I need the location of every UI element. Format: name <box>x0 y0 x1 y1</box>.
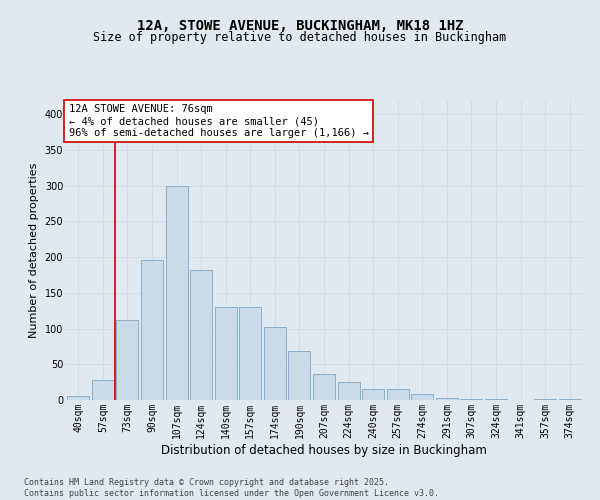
Bar <box>264 327 286 400</box>
Bar <box>313 374 335 400</box>
Bar <box>190 270 212 400</box>
Bar <box>116 320 139 400</box>
Bar <box>239 307 262 400</box>
Text: Contains HM Land Registry data © Crown copyright and database right 2025.
Contai: Contains HM Land Registry data © Crown c… <box>24 478 439 498</box>
Bar <box>166 186 188 400</box>
Text: 12A STOWE AVENUE: 76sqm
← 4% of detached houses are smaller (45)
96% of semi-det: 12A STOWE AVENUE: 76sqm ← 4% of detached… <box>68 104 368 138</box>
Bar <box>215 307 237 400</box>
Bar <box>411 394 433 400</box>
X-axis label: Distribution of detached houses by size in Buckingham: Distribution of detached houses by size … <box>161 444 487 456</box>
Bar <box>338 382 359 400</box>
Y-axis label: Number of detached properties: Number of detached properties <box>29 162 39 338</box>
Bar <box>92 380 114 400</box>
Bar <box>141 260 163 400</box>
Text: Size of property relative to detached houses in Buckingham: Size of property relative to detached ho… <box>94 31 506 44</box>
Bar <box>289 352 310 400</box>
Bar <box>67 396 89 400</box>
Bar <box>386 388 409 400</box>
Text: 12A, STOWE AVENUE, BUCKINGHAM, MK18 1HZ: 12A, STOWE AVENUE, BUCKINGHAM, MK18 1HZ <box>137 18 463 32</box>
Bar <box>362 388 384 400</box>
Bar <box>436 398 458 400</box>
